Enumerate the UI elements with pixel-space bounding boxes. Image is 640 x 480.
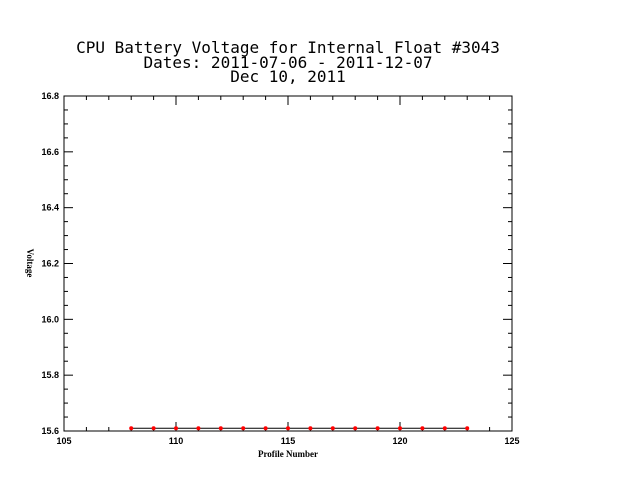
y-axis-ticks: 15.6 15.8 16.0 16.2 16.4 16.6 16.8 xyxy=(41,91,512,436)
data-point xyxy=(129,426,134,431)
x-tick-label: 125 xyxy=(504,436,519,446)
title-line-3: Dec 10, 2011 xyxy=(230,67,346,86)
data-point xyxy=(398,426,402,431)
data-point xyxy=(420,426,425,431)
y-tick-label: 16.4 xyxy=(41,203,59,213)
data-point xyxy=(330,426,335,431)
data-point xyxy=(286,426,290,431)
data-point xyxy=(241,426,246,431)
data-point xyxy=(442,426,447,431)
y-tick-label: 16.2 xyxy=(41,259,59,269)
data-point xyxy=(263,426,268,431)
plot-frame xyxy=(63,95,513,432)
y-axis-label: Voltage xyxy=(25,249,35,278)
data-point xyxy=(308,426,313,431)
x-axis-label: Profile Number xyxy=(258,449,318,459)
title-line-2: Dates: 2011-07-06 - 2011-12-07 xyxy=(144,53,433,72)
y-tick-label: 15.8 xyxy=(41,370,59,380)
data-point xyxy=(465,426,470,431)
x-axis-ticks: 105 110 115 120 125 xyxy=(56,96,520,446)
series-layer xyxy=(129,426,470,431)
y-tick-label: 16.6 xyxy=(41,147,59,157)
y-tick-label: 16.0 xyxy=(41,314,59,324)
data-point xyxy=(174,426,178,431)
x-tick-label: 115 xyxy=(281,436,296,446)
x-tick-label: 110 xyxy=(169,436,184,446)
title-line-1: CPU Battery Voltage for Internal Float #… xyxy=(76,38,500,57)
x-tick-label: 120 xyxy=(392,436,407,446)
chart-title: CPU Battery Voltage for Internal Float #… xyxy=(76,38,500,86)
data-point xyxy=(353,426,358,431)
data-point xyxy=(151,426,156,431)
y-tick-label: 16.8 xyxy=(41,91,59,101)
y-tick-label: 15.6 xyxy=(41,426,59,436)
data-point xyxy=(218,426,223,431)
data-point xyxy=(375,426,380,431)
x-tick-label: 105 xyxy=(56,436,71,446)
data-point xyxy=(196,426,201,431)
